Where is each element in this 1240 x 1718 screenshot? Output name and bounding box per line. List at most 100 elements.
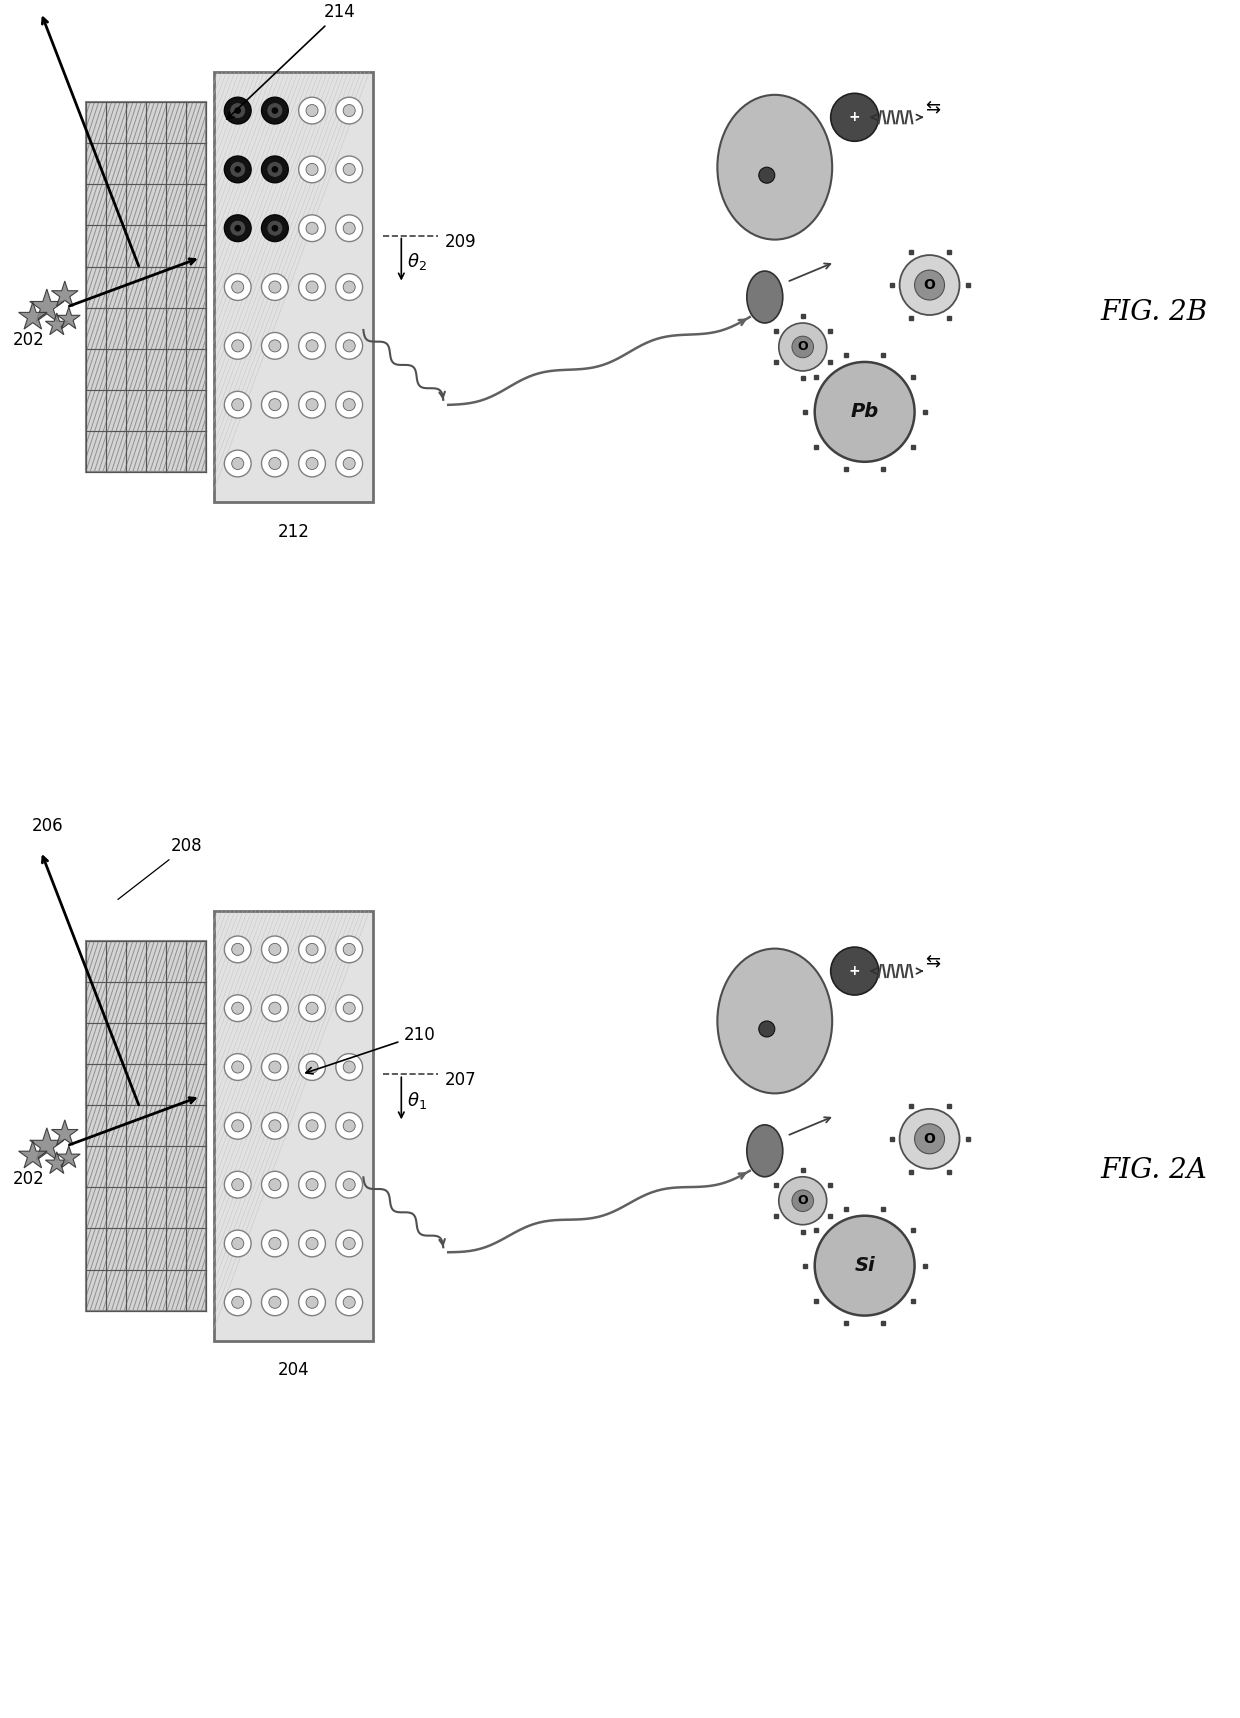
Circle shape bbox=[224, 1053, 252, 1081]
Circle shape bbox=[815, 1216, 915, 1316]
Circle shape bbox=[267, 220, 283, 237]
Circle shape bbox=[336, 273, 362, 301]
Circle shape bbox=[262, 156, 288, 182]
Circle shape bbox=[306, 1062, 319, 1074]
Circle shape bbox=[915, 270, 945, 301]
Circle shape bbox=[272, 225, 278, 232]
Circle shape bbox=[336, 392, 362, 417]
Circle shape bbox=[306, 1237, 319, 1249]
Circle shape bbox=[336, 450, 362, 478]
Circle shape bbox=[299, 1113, 325, 1139]
Text: 206: 206 bbox=[32, 818, 63, 835]
Circle shape bbox=[269, 340, 281, 352]
Circle shape bbox=[299, 450, 325, 478]
Circle shape bbox=[269, 1179, 281, 1191]
Polygon shape bbox=[52, 1120, 78, 1146]
Circle shape bbox=[234, 225, 241, 232]
Circle shape bbox=[815, 362, 915, 462]
Text: +: + bbox=[849, 964, 861, 978]
Circle shape bbox=[232, 399, 244, 411]
Circle shape bbox=[262, 392, 288, 417]
Circle shape bbox=[224, 98, 252, 124]
Circle shape bbox=[262, 215, 288, 242]
Circle shape bbox=[306, 282, 319, 294]
Text: 214: 214 bbox=[227, 3, 355, 119]
Circle shape bbox=[262, 450, 288, 478]
Circle shape bbox=[831, 947, 879, 995]
Circle shape bbox=[343, 1237, 355, 1249]
Circle shape bbox=[224, 273, 252, 301]
Circle shape bbox=[343, 105, 355, 117]
Circle shape bbox=[336, 215, 362, 242]
Circle shape bbox=[306, 1179, 319, 1191]
Ellipse shape bbox=[718, 948, 832, 1093]
Circle shape bbox=[232, 282, 244, 294]
Circle shape bbox=[269, 1002, 281, 1014]
Text: $\theta_1$: $\theta_1$ bbox=[407, 1089, 428, 1112]
Text: 212: 212 bbox=[278, 522, 310, 541]
Circle shape bbox=[269, 457, 281, 469]
Circle shape bbox=[224, 1288, 252, 1316]
Text: 207: 207 bbox=[445, 1072, 477, 1089]
Circle shape bbox=[262, 995, 288, 1022]
Circle shape bbox=[336, 333, 362, 359]
Circle shape bbox=[269, 943, 281, 955]
Text: Si: Si bbox=[854, 1256, 875, 1275]
Circle shape bbox=[915, 1124, 945, 1154]
Circle shape bbox=[262, 1288, 288, 1316]
Text: FIG. 2B: FIG. 2B bbox=[1101, 299, 1208, 325]
Circle shape bbox=[262, 1172, 288, 1197]
Circle shape bbox=[267, 103, 283, 119]
Ellipse shape bbox=[746, 1125, 782, 1177]
Text: 208: 208 bbox=[118, 837, 202, 900]
Circle shape bbox=[299, 1172, 325, 1197]
Circle shape bbox=[267, 161, 283, 177]
Ellipse shape bbox=[718, 94, 832, 239]
Circle shape bbox=[306, 943, 319, 955]
Ellipse shape bbox=[746, 271, 782, 323]
Circle shape bbox=[224, 936, 252, 962]
Circle shape bbox=[336, 1288, 362, 1316]
Text: O: O bbox=[924, 1132, 935, 1146]
Circle shape bbox=[306, 1120, 319, 1132]
Circle shape bbox=[343, 282, 355, 294]
Circle shape bbox=[343, 399, 355, 411]
Circle shape bbox=[224, 392, 252, 417]
Text: 202: 202 bbox=[12, 1170, 45, 1187]
Text: +: + bbox=[849, 110, 861, 124]
Circle shape bbox=[343, 163, 355, 175]
Text: ⇆: ⇆ bbox=[925, 98, 940, 117]
Text: O: O bbox=[797, 340, 808, 354]
Circle shape bbox=[269, 1062, 281, 1074]
Circle shape bbox=[224, 333, 252, 359]
Circle shape bbox=[299, 215, 325, 242]
Text: 209: 209 bbox=[445, 232, 477, 251]
Circle shape bbox=[262, 1053, 288, 1081]
Circle shape bbox=[299, 333, 325, 359]
Circle shape bbox=[299, 156, 325, 182]
Circle shape bbox=[262, 1113, 288, 1139]
Circle shape bbox=[299, 1288, 325, 1316]
Circle shape bbox=[343, 943, 355, 955]
Circle shape bbox=[234, 167, 241, 174]
Circle shape bbox=[306, 222, 319, 234]
Circle shape bbox=[224, 995, 252, 1022]
Circle shape bbox=[232, 1237, 244, 1249]
Circle shape bbox=[262, 98, 288, 124]
Circle shape bbox=[306, 1002, 319, 1014]
Circle shape bbox=[343, 222, 355, 234]
Bar bbox=[86, 941, 206, 1311]
Circle shape bbox=[269, 1120, 281, 1132]
Circle shape bbox=[232, 457, 244, 469]
Circle shape bbox=[262, 273, 288, 301]
Circle shape bbox=[299, 98, 325, 124]
Bar bbox=[213, 72, 373, 502]
Circle shape bbox=[779, 1177, 827, 1225]
Polygon shape bbox=[30, 289, 64, 321]
Circle shape bbox=[229, 103, 246, 119]
Circle shape bbox=[306, 457, 319, 469]
Polygon shape bbox=[52, 282, 78, 306]
Circle shape bbox=[224, 1230, 252, 1258]
Circle shape bbox=[343, 340, 355, 352]
Circle shape bbox=[336, 156, 362, 182]
